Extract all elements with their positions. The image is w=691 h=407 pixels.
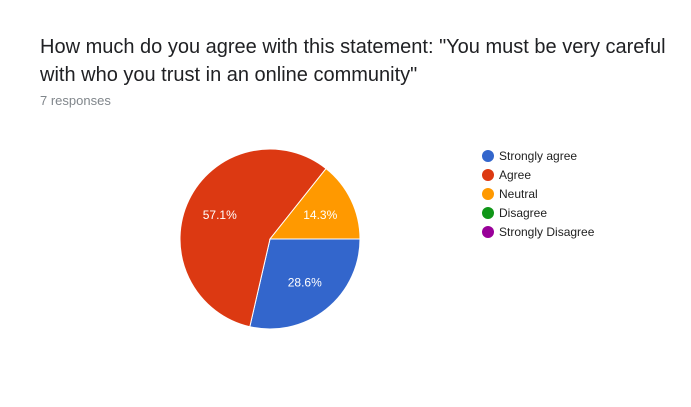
legend-swatch-neutral [482, 188, 494, 200]
legend-label-neutral: Neutral [499, 187, 538, 201]
pie-slices [179, 148, 361, 330]
slice-label-agree: 57.1% [203, 208, 237, 222]
legend-swatch-agree [482, 169, 494, 181]
pie-slice-agree [179, 148, 327, 328]
legend-label-strongly-disagree: Strongly Disagree [499, 225, 595, 239]
question-title: How much do you agree with this statemen… [40, 36, 666, 86]
legend-swatch-strongly-disagree [482, 226, 494, 238]
pie-slice-labels: 28.6% 57.1% 14.3% [203, 208, 338, 290]
pie-slice-neutral [268, 167, 361, 240]
legend-swatch-strongly-agree [482, 150, 494, 162]
legend-label-agree: Agree [499, 168, 531, 182]
legend-label-disagree: Disagree [499, 206, 547, 220]
response-count: 7 responses [40, 93, 111, 108]
slice-label-neutral: 14.3% [303, 208, 337, 222]
pie-slice-strongly-agree [249, 238, 361, 330]
legend-label-strongly-agree: Strongly agree [499, 149, 577, 163]
legend-swatch-disagree [482, 207, 494, 219]
legend: Strongly agree Agree Neutral Disagree Strong… [482, 149, 595, 239]
slice-label-strongly-agree: 28.6% [288, 276, 322, 290]
